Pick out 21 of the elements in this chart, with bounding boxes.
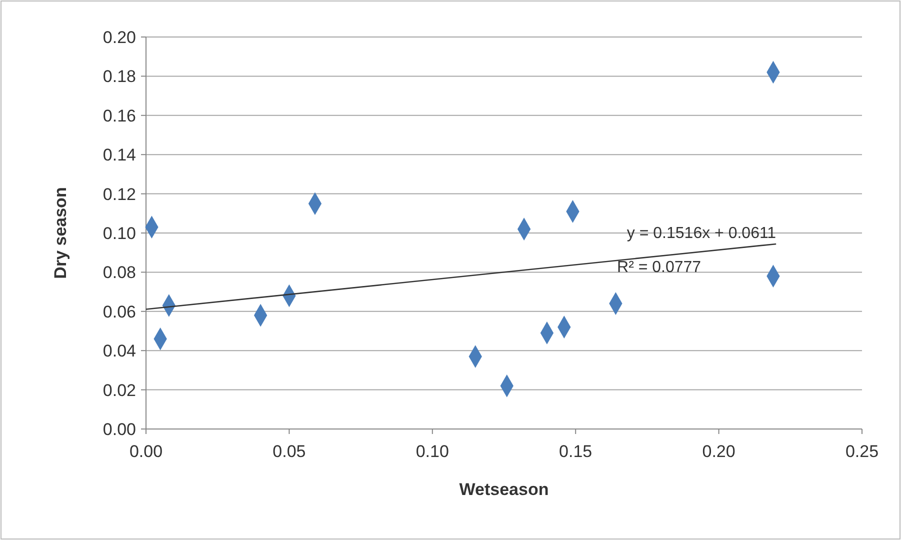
y-tick-label: 0.16 [102, 106, 136, 126]
y-tick-label: 0.08 [102, 263, 136, 282]
annotation: R² = 0.0777 [617, 258, 702, 276]
x-tick-label: 0.15 [559, 442, 592, 461]
y-axis-title: Dry season [51, 187, 70, 279]
y-tick-label: 0.06 [102, 302, 136, 322]
x-tick-label: 0.20 [702, 442, 736, 461]
x-tick-label: 0.00 [129, 442, 163, 461]
y-tick-label: 0.12 [102, 184, 136, 204]
y-tick-label: 0.02 [102, 380, 136, 400]
y-tick-label: 0.00 [102, 420, 136, 439]
y-tick-label: 0.04 [102, 342, 136, 361]
y-tick-label: 0.20 [102, 28, 136, 47]
y-tick-label: 0.10 [102, 224, 136, 243]
x-tick-label: 0.05 [272, 442, 306, 461]
x-tick-label: 0.10 [416, 442, 449, 461]
x-tick-label: 0.25 [845, 442, 879, 461]
y-tick-label: 0.18 [102, 67, 136, 86]
y-tick-label: 0.14 [102, 146, 136, 165]
annotation: y = 0.1516x + 0.0611 [626, 224, 776, 242]
x-axis-title: Wetseason [459, 480, 549, 499]
